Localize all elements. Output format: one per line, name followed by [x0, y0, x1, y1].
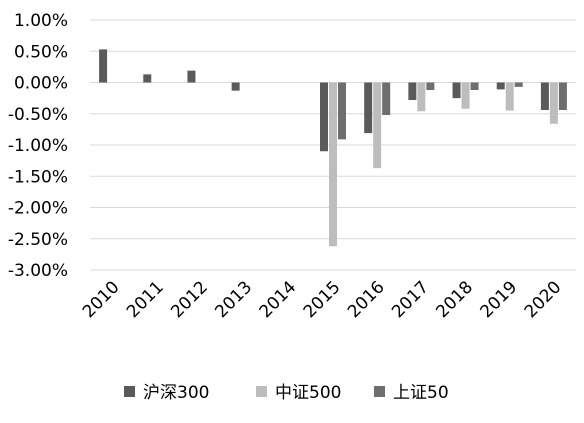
bar-沪深300-2010 — [99, 49, 108, 83]
y-tick-label: -2.50% — [8, 230, 68, 250]
bar-上证50-2020 — [558, 82, 567, 110]
x-tick-label: 2012 — [167, 277, 212, 322]
bar-沪深300-2011 — [143, 74, 152, 83]
bar-中证500-2019 — [505, 82, 514, 111]
y-tick-label: -3.00% — [8, 261, 68, 281]
bar-上证50-2015 — [338, 82, 346, 140]
x-tick-label: 2011 — [123, 277, 168, 322]
x-tick-label: 2010 — [79, 277, 124, 322]
x-axis-ticks: 2010 2011 2012 2013 2014 2015 2016 2017 2018 2019… — [79, 277, 566, 322]
x-tick-label: 2019 — [477, 277, 522, 322]
y-tick-label: 0.50% — [14, 42, 68, 62]
legend: 沪深300 中证500 上证50 — [124, 383, 449, 403]
y-tick-label: -0.50% — [8, 105, 68, 125]
x-tick-label: 2016 — [344, 277, 389, 322]
y-tick-label: -2.00% — [8, 199, 68, 219]
x-tick-label: 2020 — [521, 277, 566, 322]
bar-沪深300-2020 — [540, 82, 549, 110]
x-tick-label: 2013 — [211, 277, 256, 322]
y-tick-label: -1.50% — [8, 167, 68, 187]
y-tick-label: 1.00% — [14, 11, 68, 31]
bar-中证500-2016 — [373, 82, 382, 169]
bar-沪深300-2019 — [496, 82, 505, 90]
x-tick-label: 2015 — [300, 277, 345, 322]
bar-上证50-2017 — [426, 82, 435, 90]
x-tick-label: 2014 — [256, 277, 301, 322]
bar-沪深300-2016 — [364, 82, 373, 134]
y-axis-ticks: 1.00% 0.50% 0.00% -0.50% -1.00% -1.50% -2.00% -… — [8, 11, 68, 281]
x-tick-label: 2017 — [388, 277, 433, 322]
bar-沪深300-2015 — [320, 82, 328, 152]
bar-中证500-2015 — [329, 82, 337, 247]
x-tick-label: 2018 — [432, 277, 477, 322]
bar-沪深300-2018 — [452, 82, 461, 99]
legend-label: 上证50 — [393, 383, 449, 403]
bar-中证500-2018 — [461, 82, 470, 109]
legend-swatch — [374, 386, 385, 397]
bar-沪深300-2017 — [408, 82, 417, 100]
y-tick-label: -1.00% — [8, 136, 68, 156]
bar-中证500-2017 — [417, 82, 426, 112]
legend-swatch — [256, 386, 267, 397]
legend-label: 中证500 — [275, 383, 341, 403]
bar-沪深300-2012 — [187, 70, 196, 83]
bar-沪深300-2013 — [231, 82, 240, 91]
legend-label: 沪深300 — [143, 383, 209, 403]
bar-上证50-2018 — [470, 82, 479, 90]
legend-swatch — [124, 386, 135, 397]
y-tick-label: 0.00% — [14, 74, 68, 94]
bar-中证500-2020 — [549, 82, 558, 124]
bar-上证50-2016 — [382, 82, 391, 115]
bars — [99, 49, 567, 247]
bar-上证50-2019 — [514, 82, 523, 87]
